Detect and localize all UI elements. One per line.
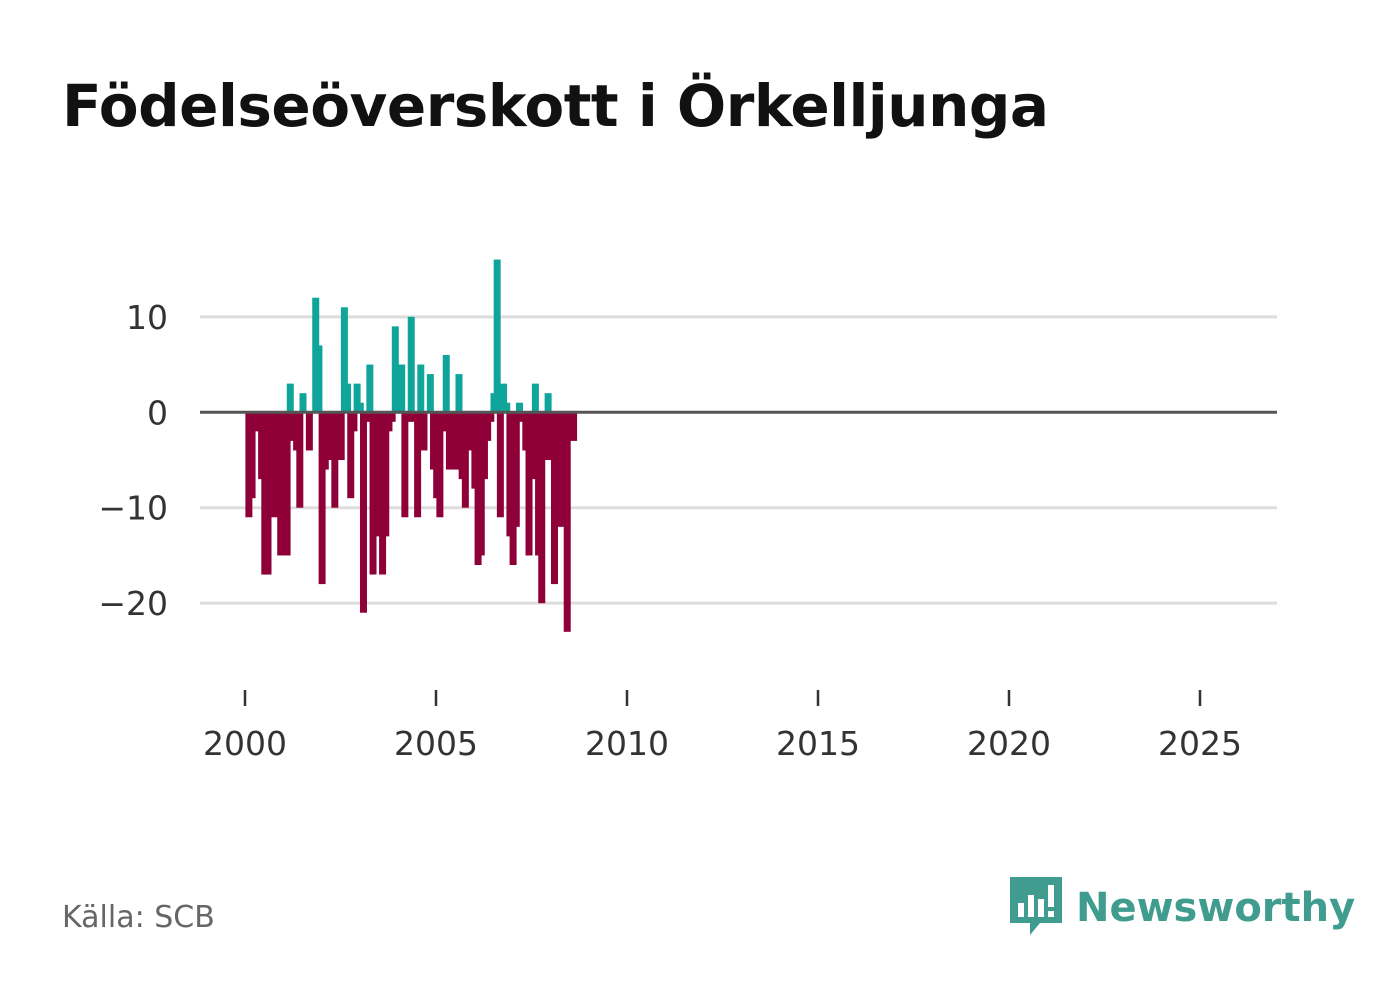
- bar: [366, 364, 374, 413]
- bars: [245, 259, 578, 632]
- x-tick-label: 2005: [394, 724, 478, 763]
- bar: [465, 412, 473, 451]
- bar: [541, 412, 549, 460]
- bar: [350, 412, 358, 432]
- bar: [480, 412, 488, 480]
- bar: [248, 412, 256, 499]
- bar: [356, 402, 364, 413]
- bar: [544, 393, 552, 413]
- bar: [401, 412, 409, 518]
- y-tick-label: −20: [98, 584, 168, 623]
- bar: [305, 412, 313, 451]
- bar: [363, 412, 371, 422]
- x-axis-ticks: 2000 2005 2010 2015 2020 2025: [203, 690, 1242, 763]
- bar: [286, 383, 294, 413]
- bar: [340, 307, 348, 413]
- bar: [404, 412, 412, 422]
- bar: [528, 412, 536, 480]
- chart-title: Födelseöverskott i Örkelljunga: [62, 72, 1049, 140]
- bar: [461, 412, 469, 508]
- bar: [344, 383, 352, 413]
- bar: [337, 412, 345, 460]
- bar: [452, 412, 460, 470]
- bar: [570, 412, 578, 441]
- bar: [525, 412, 533, 556]
- bar: [324, 412, 332, 460]
- bar-chart: 10 0 −10 −20 2000 2005 2010 2015 2020 2025: [98, 259, 1277, 763]
- bar: [439, 412, 447, 432]
- x-tick-label: 2000: [203, 724, 287, 763]
- bar: [382, 412, 390, 537]
- bar: [414, 412, 422, 518]
- bar: [531, 383, 539, 413]
- bar: [420, 412, 428, 451]
- bar: [538, 412, 546, 604]
- bar: [487, 412, 495, 422]
- bar: [563, 412, 571, 632]
- bar: [503, 402, 511, 413]
- bar: [277, 412, 285, 556]
- bar: [353, 383, 361, 413]
- bar: [369, 412, 377, 575]
- bar: [496, 412, 504, 518]
- bar: [315, 345, 323, 413]
- source-label: Källa: SCB: [62, 900, 215, 935]
- bar: [436, 412, 444, 518]
- bar: [398, 364, 406, 413]
- bar: [296, 412, 304, 508]
- y-axis-ticks: 10 0 −10 −20: [98, 298, 168, 623]
- bar: [391, 326, 399, 413]
- bar: [550, 412, 558, 585]
- y-tick-label: 0: [147, 393, 168, 432]
- bar: [493, 259, 501, 413]
- bar: [347, 412, 355, 499]
- bar: [388, 412, 396, 422]
- bar: [455, 374, 463, 413]
- bar: [512, 412, 520, 527]
- bar: [417, 364, 425, 413]
- x-tick-label: 2025: [1158, 724, 1242, 763]
- y-tick-label: −10: [98, 489, 168, 528]
- x-tick-label: 2020: [967, 724, 1051, 763]
- x-tick-label: 2015: [776, 724, 860, 763]
- bar: [484, 412, 492, 441]
- bar: [442, 355, 450, 413]
- bar: [515, 402, 523, 413]
- bar: [426, 374, 434, 413]
- bar: [477, 412, 485, 556]
- y-tick-label: 10: [126, 298, 168, 337]
- bar: [407, 316, 415, 413]
- x-tick-label: 2010: [585, 724, 669, 763]
- bar: [500, 383, 508, 413]
- bar: [331, 412, 339, 508]
- newsworthy-logo: Newsworthy: [1010, 876, 1355, 940]
- bar: [283, 412, 291, 556]
- newsworthy-chart-icon: [1010, 877, 1062, 935]
- bar: [318, 412, 326, 585]
- bar: [299, 393, 307, 413]
- brand-name: Newsworthy: [1076, 885, 1356, 931]
- bar: [359, 412, 367, 613]
